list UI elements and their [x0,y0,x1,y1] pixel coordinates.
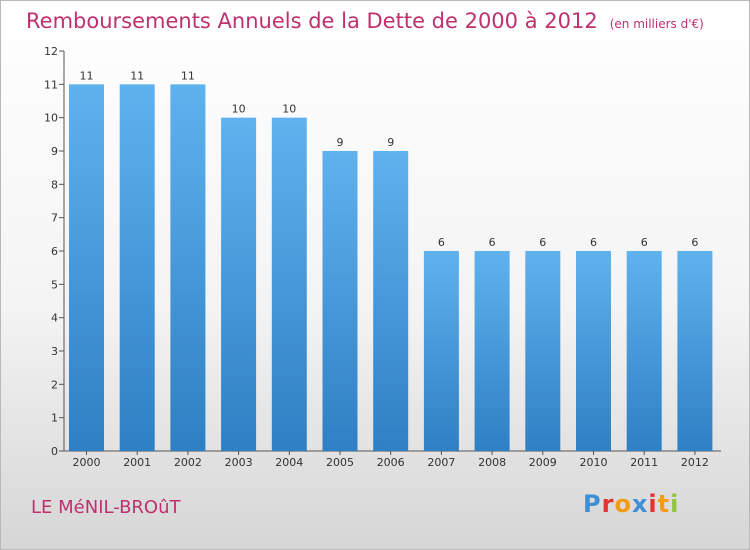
y-tick-label: 3 [51,345,58,358]
bar-value-label: 6 [691,236,698,249]
bar-value-label: 9 [337,136,344,149]
bar-value-label: 6 [539,236,546,249]
logo-letter: x [631,490,649,518]
bar [423,251,459,451]
logo-letter: P [583,490,602,518]
bar [626,251,662,451]
y-tick-label: 8 [51,178,58,191]
bar-value-label: 11 [130,69,144,82]
y-tick-label: 6 [51,245,58,258]
y-tick-label: 12 [44,45,58,58]
x-tick-label: 2003 [225,456,253,469]
y-tick-label: 11 [44,78,58,91]
commune-name: LE MéNIL-BROûT [31,497,181,518]
bar [221,117,257,452]
y-tick-label: 1 [51,412,58,425]
bar-value-label: 10 [282,103,296,116]
bar-value-label: 6 [590,236,597,249]
y-tick-label: 2 [51,378,58,391]
logo-letter: t [657,490,671,518]
logo-letter: r [601,490,615,518]
bar [271,117,307,452]
chart-title: Remboursements Annuels de la Dette de 20… [26,9,704,33]
x-tick-label: 2005 [326,456,354,469]
logo-letter: i [648,490,658,518]
bar [373,151,409,451]
x-tick-label: 2012 [681,456,709,469]
logo-letter: i [670,490,680,518]
proxiti-logo: Proxiti [583,490,679,518]
x-tick-label: 2011 [630,456,658,469]
x-tick-label: 2007 [427,456,455,469]
x-tick-label: 2000 [73,456,101,469]
y-tick-label: 7 [51,212,58,225]
bar-value-label: 6 [641,236,648,249]
bar [474,251,510,451]
bar [69,84,104,451]
x-tick-label: 2009 [529,456,557,469]
y-tick-label: 5 [51,278,58,291]
y-tick-label: 4 [51,312,58,325]
bar-value-label: 9 [387,136,394,149]
bar-value-label: 6 [438,236,445,249]
y-tick-label: 10 [44,112,58,125]
x-tick-label: 2010 [580,456,608,469]
y-tick-label: 0 [51,445,58,458]
x-tick-label: 2001 [123,456,151,469]
bar-value-label: 6 [489,236,496,249]
x-tick-label: 2004 [275,456,303,469]
chart-title-text: Remboursements Annuels de la Dette de 20… [26,9,598,33]
chart-subtitle: (en milliers d'€) [609,17,704,31]
x-tick-label: 2008 [478,456,506,469]
x-tick-label: 2002 [174,456,202,469]
bar [119,84,155,451]
x-tick-label: 2006 [377,456,405,469]
y-tick-label: 9 [51,145,58,158]
bar [677,251,713,451]
bar [322,151,358,451]
bar [576,251,611,451]
bar-value-label: 11 [80,69,94,82]
bar [525,251,561,451]
bar-value-label: 10 [232,103,246,116]
bar [170,84,206,451]
logo-letter: o [614,490,632,518]
bar-value-label: 11 [181,69,195,82]
